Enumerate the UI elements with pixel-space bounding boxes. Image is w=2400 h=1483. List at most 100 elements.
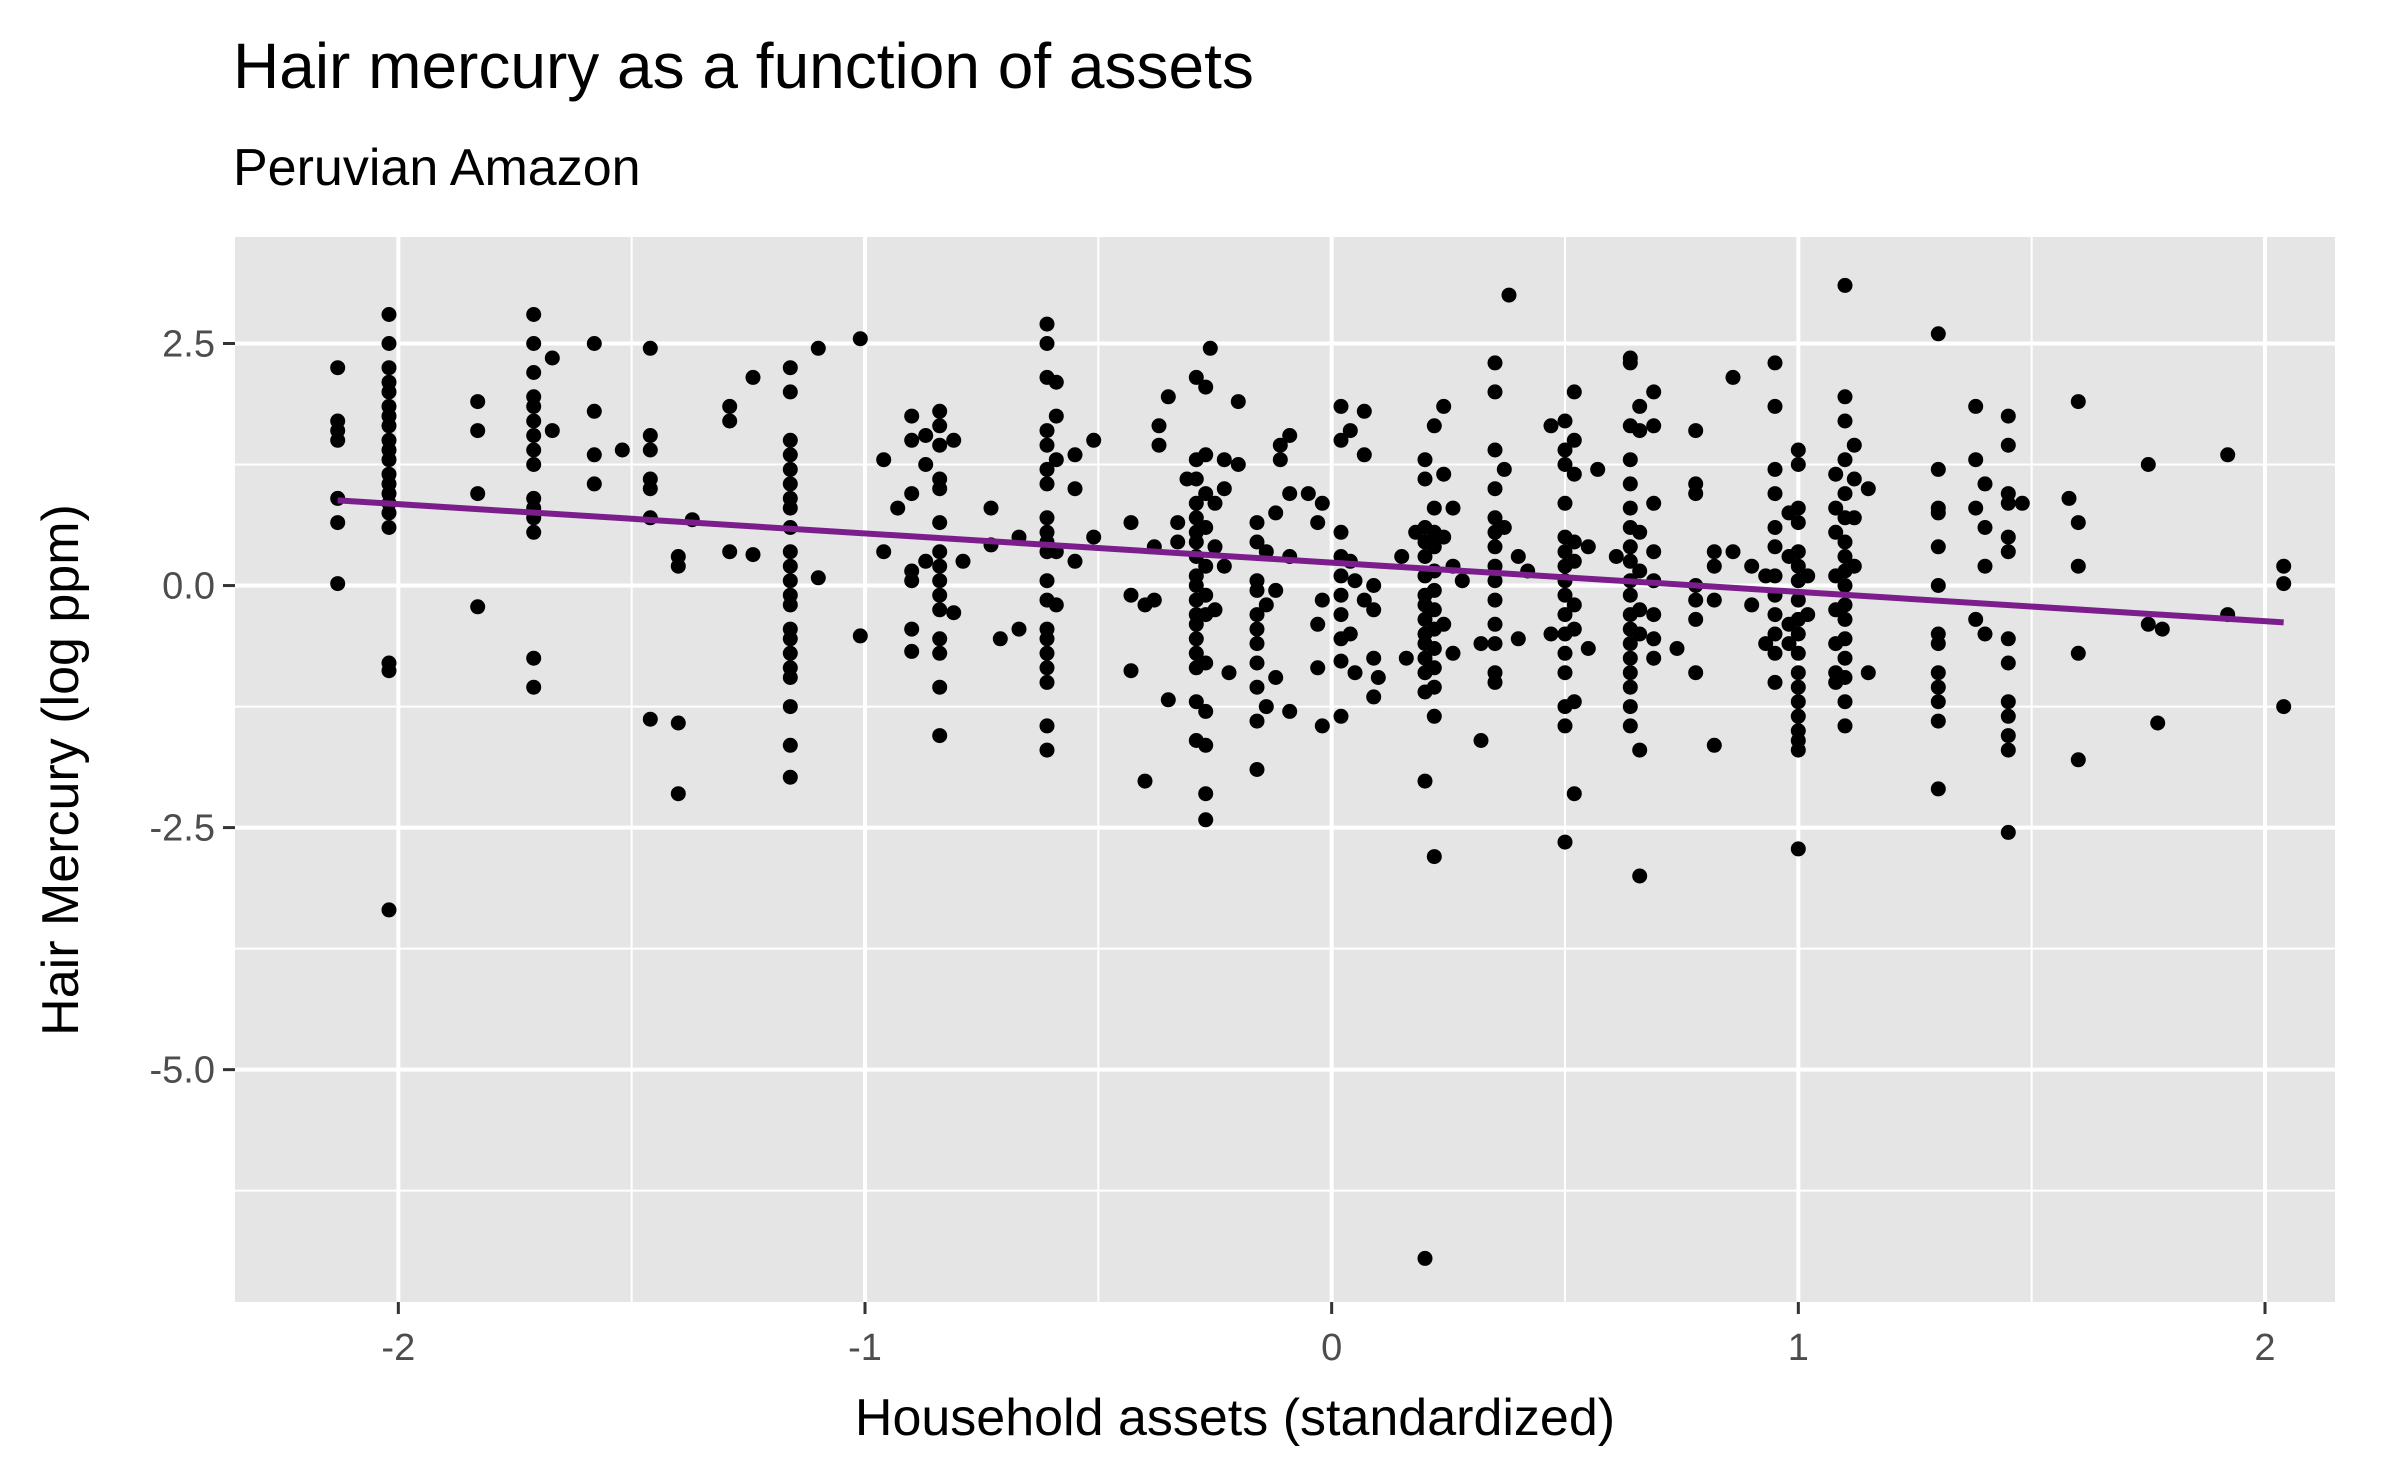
data-point	[1394, 549, 1410, 564]
data-point	[1846, 437, 1862, 453]
data-point	[1067, 447, 1083, 463]
data-point	[1249, 679, 1265, 695]
data-point	[1837, 597, 1853, 613]
data-point	[932, 679, 948, 695]
data-point	[1086, 432, 1102, 448]
data-point	[1646, 631, 1662, 647]
data-point	[1282, 703, 1298, 719]
data-point	[1767, 626, 1783, 642]
data-point	[1417, 549, 1433, 564]
data-point	[1249, 534, 1265, 550]
data-point	[782, 432, 798, 448]
data-point	[1417, 471, 1433, 487]
data-point	[1487, 539, 1503, 555]
data-point	[932, 418, 948, 434]
data-point	[932, 515, 948, 531]
data-point	[722, 544, 738, 560]
data-point	[1188, 645, 1204, 661]
data-point	[2061, 490, 2077, 506]
data-point	[1356, 592, 1372, 608]
data-point	[526, 365, 542, 380]
data-point	[1543, 626, 1559, 642]
data-point	[1170, 515, 1186, 531]
data-point	[526, 524, 542, 540]
data-point	[1086, 529, 1102, 545]
data-point	[1557, 495, 1573, 511]
data-point	[1725, 369, 1741, 385]
data-point	[1198, 587, 1214, 603]
data-point	[1632, 742, 1648, 758]
data-point	[1930, 505, 1946, 521]
data-point	[1790, 442, 1806, 458]
data-point	[992, 631, 1008, 647]
data-point	[1258, 699, 1274, 715]
data-point	[614, 442, 630, 458]
x-axis: -2 -1 0 1 2	[381, 1302, 2276, 1369]
data-point	[1333, 587, 1349, 603]
data-point	[1706, 737, 1722, 753]
data-point	[782, 461, 798, 477]
data-point	[1188, 471, 1204, 487]
data-point	[1557, 645, 1573, 661]
data-point	[1632, 602, 1648, 618]
data-point	[1767, 461, 1783, 477]
data-point	[1426, 641, 1442, 656]
data-point	[1272, 452, 1288, 468]
data-point	[2276, 699, 2292, 715]
data-point	[1333, 607, 1349, 623]
data-point	[1436, 398, 1452, 414]
data-point	[1487, 355, 1503, 371]
data-point	[2070, 394, 2086, 410]
data-point	[2070, 558, 2086, 574]
data-point	[1622, 500, 1638, 516]
data-point	[1846, 558, 1862, 574]
data-point	[1977, 520, 1993, 535]
data-point	[381, 902, 397, 918]
data-point	[2000, 437, 2016, 453]
data-point	[1207, 539, 1223, 555]
data-point	[1566, 384, 1582, 400]
data-point	[932, 587, 948, 603]
data-point	[1930, 578, 1946, 593]
data-point	[1837, 718, 1853, 734]
data-point	[1622, 636, 1638, 652]
x-tick-label: 0	[1321, 1327, 1342, 1369]
data-point	[2276, 558, 2292, 574]
data-point	[1790, 626, 1806, 642]
data-point	[1566, 621, 1582, 637]
x-tick-label: -1	[848, 1327, 882, 1369]
data-point	[1688, 592, 1704, 608]
data-point	[782, 360, 798, 376]
data-point	[1048, 452, 1064, 468]
data-point	[1282, 486, 1298, 502]
data-point	[1790, 694, 1806, 710]
data-point	[1426, 539, 1442, 555]
data-point	[1646, 650, 1662, 666]
data-point	[1347, 665, 1363, 681]
data-point	[1496, 520, 1512, 535]
y-axis: 2.5 0.0 -2.5 -5.0	[150, 324, 235, 1092]
data-point	[1790, 544, 1806, 560]
data-point	[782, 699, 798, 715]
major-gridlines	[235, 237, 2335, 1302]
data-point	[1837, 486, 1853, 502]
data-point	[2140, 457, 2156, 472]
data-point	[1557, 544, 1573, 560]
data-point	[1160, 692, 1176, 708]
data-point	[1216, 481, 1232, 497]
y-tick-label: 2.5	[162, 324, 215, 366]
data-point	[782, 500, 798, 516]
data-point	[1039, 336, 1055, 351]
data-point	[1487, 442, 1503, 458]
data-point	[876, 452, 892, 468]
data-point	[1968, 611, 1984, 627]
data-point	[1487, 636, 1503, 652]
data-point	[1417, 611, 1433, 627]
data-point	[586, 476, 602, 492]
data-point	[1249, 636, 1265, 652]
data-point	[1487, 674, 1503, 690]
data-point	[381, 663, 397, 679]
data-point	[526, 679, 542, 695]
data-point	[2000, 824, 2016, 840]
data-point	[782, 737, 798, 753]
